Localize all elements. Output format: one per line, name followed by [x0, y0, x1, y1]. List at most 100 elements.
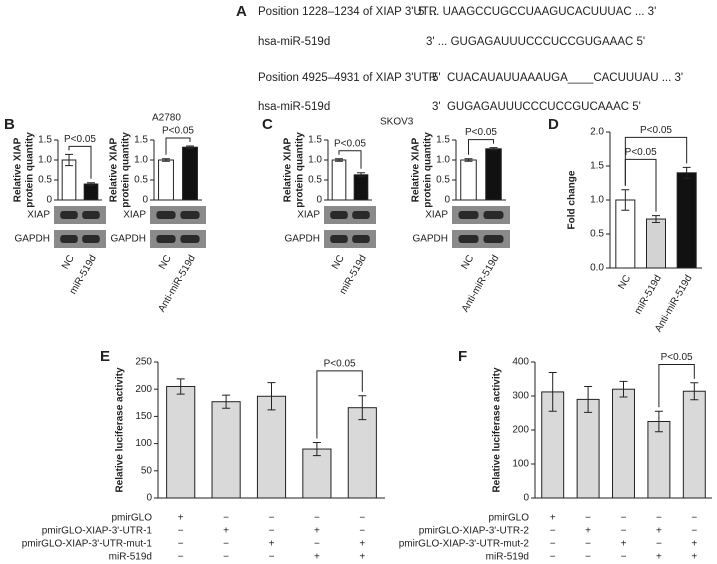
y-tick-label: 0: [146, 493, 152, 504]
sequence: 3' GUGAGAUUUCCCUCCGUCAAAC 5': [432, 101, 641, 113]
condition-label: pmirGLO: [111, 513, 152, 524]
blot-background: [54, 230, 106, 248]
error-bar: [690, 382, 699, 401]
y-tick-label: 0: [523, 493, 529, 504]
bar: [347, 407, 377, 499]
x-tick-label: NC: [460, 253, 477, 271]
cell-line-caption: SKOV3: [380, 117, 414, 128]
blot-background: [452, 206, 510, 224]
blot-band: [82, 211, 100, 219]
bar: [166, 385, 196, 499]
condition-sign: −: [621, 513, 627, 524]
y-tick-label: 0: [316, 195, 322, 206]
bar: [83, 183, 99, 201]
condition-sign: +: [691, 552, 697, 563]
bar: [647, 421, 671, 499]
condition-sign: +: [269, 539, 275, 550]
panel-label: B: [4, 116, 15, 133]
condition-sign: −: [550, 539, 556, 550]
y-tick-label: 250: [135, 357, 152, 368]
condition-sign: −: [656, 539, 662, 550]
condition-label: pmirGLO-XIAP-3'-UTR-2: [419, 526, 530, 537]
y-tick-label: 100: [512, 459, 529, 470]
blot-band: [330, 211, 348, 219]
significance-bracket: [68, 145, 92, 179]
condition-sign: −: [656, 513, 662, 524]
condition-sign: +: [178, 513, 184, 524]
significance-bracket: [338, 150, 362, 169]
error-bar: [358, 395, 367, 421]
condition-label: miR-519d: [109, 552, 152, 563]
blot-background: [54, 206, 106, 224]
site-name: Position 1228–1234 of XIAP 3'UTR: [258, 6, 437, 18]
condition-label: pmirGLO-XIAP-3'-UTR-mut-2: [399, 539, 530, 550]
bar: [612, 388, 635, 499]
condition-sign: −: [178, 526, 184, 537]
y-tick-label: 1.0: [134, 155, 148, 166]
blot-background: [324, 230, 376, 248]
condition-sign: −: [223, 539, 229, 550]
blot-band: [180, 235, 200, 243]
blot-label: XIAP: [123, 210, 146, 221]
blot-label: XIAP: [27, 210, 50, 221]
condition-sign: −: [550, 552, 556, 563]
y-axis-label: protein quantity: [295, 132, 306, 208]
bar: [182, 146, 198, 201]
blot-band: [483, 211, 504, 219]
significance-label: P<0.05: [324, 359, 356, 370]
significance-label: P<0.05: [465, 127, 497, 138]
error-bar: [682, 166, 691, 179]
significance-label: P<0.05: [162, 126, 194, 137]
y-tick-label: 0.5: [38, 175, 52, 186]
y-axis-label: Relative XIAP: [411, 137, 422, 202]
condition-sign: +: [585, 526, 591, 537]
blot-band: [352, 235, 370, 243]
panel-label: A: [236, 3, 247, 20]
y-tick-label: 0.5: [134, 175, 148, 186]
error-bar: [621, 189, 630, 211]
y-tick-label: 150: [135, 411, 152, 422]
y-tick-label: 0.5: [590, 229, 604, 240]
x-tick-label: NC: [330, 253, 347, 271]
blot-band: [458, 211, 479, 219]
y-tick-label: 1.0: [436, 155, 450, 166]
condition-sign: +: [691, 539, 697, 550]
significance-bracket: [624, 136, 688, 186]
error-bar: [176, 378, 185, 395]
blot-background: [324, 206, 376, 224]
condition-sign: −: [314, 539, 320, 550]
error-bar: [357, 172, 365, 178]
panel-label: E: [100, 348, 110, 365]
cell-line-caption: A2780: [152, 113, 181, 124]
condition-sign: −: [314, 513, 320, 524]
blot-background: [150, 230, 206, 248]
condition-sign: −: [359, 526, 365, 537]
site-name: Position 4925–4931 of XIAP 3'UTR: [258, 72, 437, 84]
bar: [256, 395, 287, 499]
y-tick-label: 0.0: [590, 263, 604, 274]
y-axis-label: Relative XIAP: [13, 137, 24, 202]
condition-sign: +: [223, 526, 229, 537]
bar: [576, 398, 600, 499]
y-tick-label: 100: [135, 438, 152, 449]
significance-bracket: [316, 370, 363, 439]
error-bar: [654, 410, 663, 433]
blot-band: [156, 235, 176, 243]
y-tick-label: 1.5: [308, 135, 322, 146]
error-bar: [186, 145, 194, 149]
panel-label: C: [262, 116, 273, 133]
blot-band: [60, 211, 78, 219]
blot-band: [156, 211, 176, 219]
site-name: hsa-miR-519d: [258, 36, 330, 48]
condition-sign: +: [550, 513, 556, 524]
significance-bracket: [468, 139, 494, 155]
condition-label: miR-519d: [486, 552, 529, 563]
bar: [460, 159, 477, 201]
bar: [302, 448, 332, 499]
condition-sign: −: [359, 513, 365, 524]
blot-band: [180, 211, 200, 219]
y-axis-label: protein quantity: [121, 132, 132, 208]
bar: [211, 401, 241, 499]
